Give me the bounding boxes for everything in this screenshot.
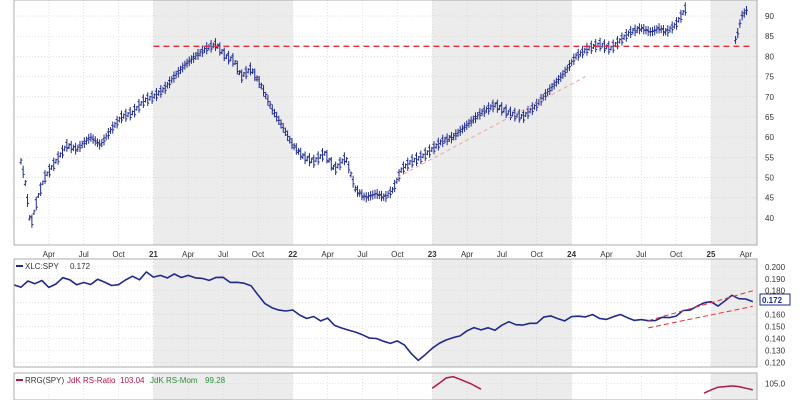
y-tick-label: 60 [765,133,774,142]
x-tick-label: Apr [600,250,613,259]
grid-lines [14,0,757,400]
y-tick-label: 70 [765,93,774,102]
rrg-legend-mom-name: JdK RS-Mom [150,376,198,385]
y-tick-label: 50 [765,173,774,182]
x-tick-label: Oct [531,250,544,259]
x-tick-label: Jul [357,250,367,259]
rs-y-tick-label: 0.120 [765,359,786,368]
rs-legend-value: 0.172 [70,262,91,271]
x-tick-label: Jul [79,250,89,259]
rrg-y-tick-label: 105.0 [765,379,786,388]
x-tick-label: 24 [567,250,576,259]
x-tick-label: Jul [218,250,228,259]
rrg-ratio-line [703,385,753,394]
year-band [710,259,757,367]
rs-last-value-text: 0.172 [762,296,783,305]
axis-labels: Apr Jul Oct 21 Apr Jul Oct 22 Apr Jul Oct 23 Apr Jul O… [43,12,786,388]
rs-y-tick-label: 0.190 [765,275,786,284]
year-band [153,373,293,400]
panel-frame [13,0,758,246]
year-band [710,0,757,245]
data-marks [13,2,754,405]
rrg-legend: RRG(SPY) JdK RS-Ratio 103.04 JdK RS-Mom … [16,376,226,385]
x-tick-label: Oct [391,250,404,259]
x-tick-label: Apr [740,250,753,259]
x-tick-label: 25 [707,250,716,259]
y-tick-label: 75 [765,73,774,82]
rs-y-tick-label: 0.130 [765,347,786,356]
rs-y-tick-label: 0.140 [765,335,786,344]
rs-y-tick-label: 0.180 [765,287,786,296]
y-tick-label: 55 [765,153,774,162]
x-tick-label: Jul [636,250,646,259]
rs-channel-upper [648,290,753,322]
x-tick-label: 21 [149,250,158,259]
rs-legend-symbol: XLC:SPY [25,262,59,271]
x-tick-label: 22 [288,250,297,259]
x-tick-label: 23 [428,250,437,259]
x-tick-label: Jul [497,250,507,259]
y-tick-label: 65 [765,113,774,122]
rs-last-value-tag: 0.172 [759,293,791,306]
rrg-legend-ratio-name: JdK RS-Ratio [67,376,116,385]
rrg-ratio-line [431,375,482,390]
period-bands [153,0,757,400]
y-tick-label: 85 [765,32,774,41]
rrg-legend-ratio-value: 103.04 [120,376,145,385]
x-tick-label: Apr [43,250,56,259]
x-tick-label: Oct [112,250,125,259]
rs-channel-lower [648,305,753,329]
y-tick-label: 40 [765,214,774,223]
y-tick-label: 90 [765,12,774,21]
rs-y-tick-label: 0.150 [765,323,786,332]
rs-last-value-box [759,293,791,306]
rrg-legend-title: RRG(SPY) [25,376,64,385]
panel-frame [13,258,758,368]
rs-legend: XLC:SPY 0.172 [16,262,91,271]
x-tick-label: Apr [321,250,334,259]
y-tick-label: 45 [765,194,774,203]
rrg-legend-mom-value: 99.28 [205,376,226,385]
x-tick-label: Oct [670,250,683,259]
x-tick-label: Oct [252,250,265,259]
panel-frames [13,0,758,401]
rs-line [13,271,754,362]
rs-y-tick-label: 0.200 [765,263,786,272]
x-tick-label: Apr [182,250,195,259]
x-tick-label: Apr [461,250,474,259]
y-tick-label: 80 [765,52,774,61]
rs-y-tick-label: 0.160 [765,311,786,320]
trend-line [397,76,586,178]
